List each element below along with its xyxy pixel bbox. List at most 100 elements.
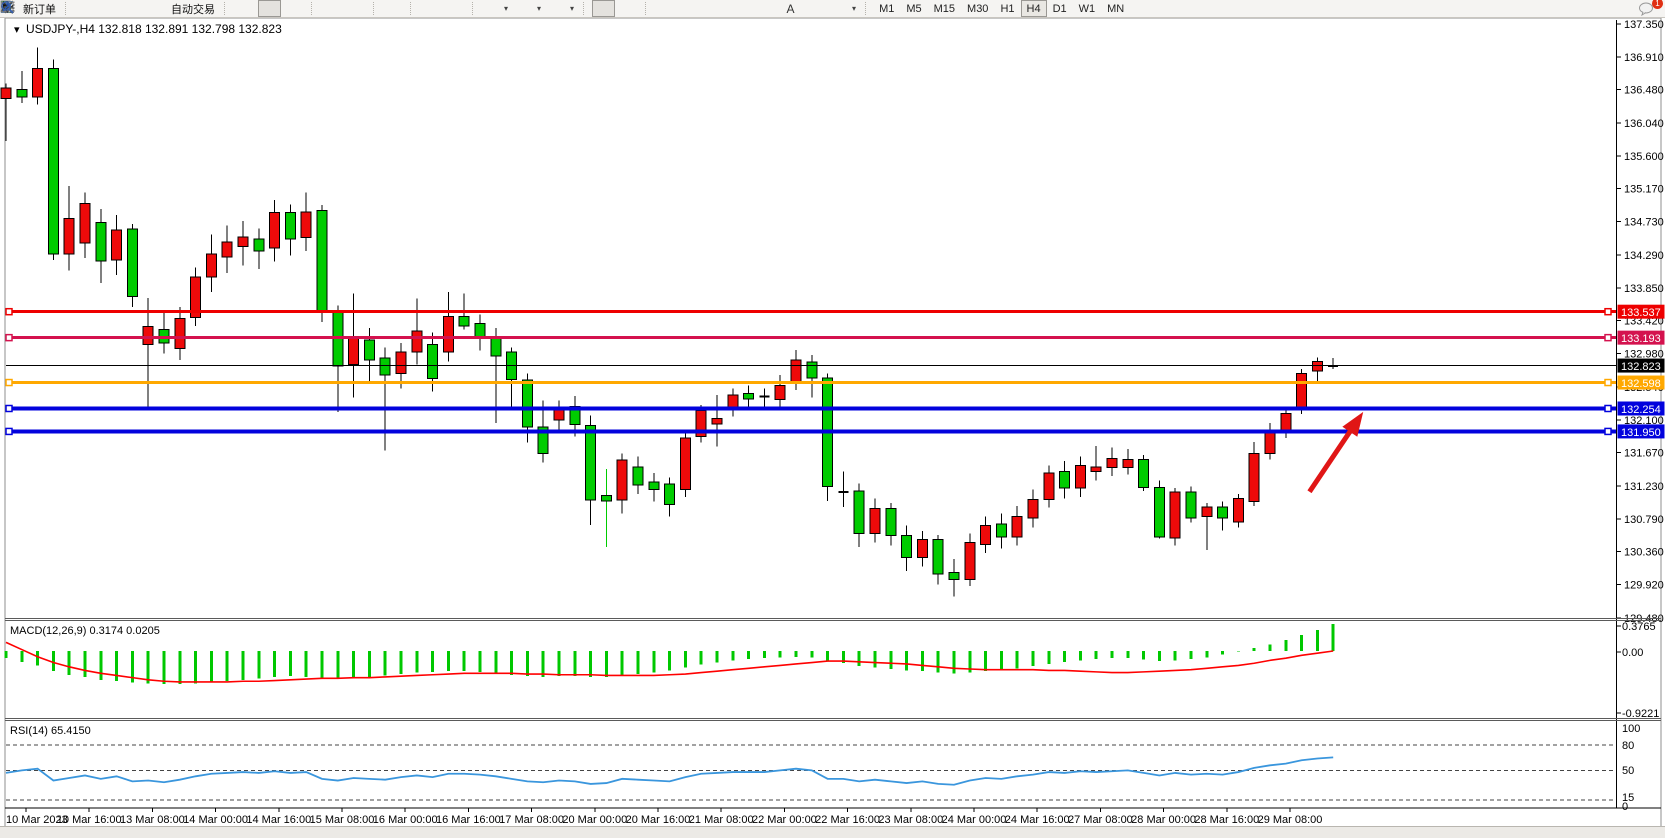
price-tick: 134.290 (1624, 250, 1664, 262)
text-label-button[interactable]: T (0, 0, 827, 17)
text-button[interactable]: A (779, 0, 802, 17)
indicators-button[interactable]: ▾ (0, 0, 512, 17)
timeframe-button-M5[interactable]: M5 (906, 2, 922, 15)
price-tick: 136.910 (1624, 52, 1664, 64)
signals-button[interactable] (1, 0, 147, 17)
price-tick: 131.670 (1624, 448, 1664, 460)
rsi-scale-label: 50 (1622, 765, 1634, 777)
data-window-button[interactable] (0, 0, 122, 17)
cursor-button[interactable] (3, 0, 616, 17)
toolbar-grip (472, 2, 476, 15)
hline-handle[interactable] (5, 333, 13, 342)
dropdown-caret-icon: ▾ (852, 4, 857, 13)
hline-handle[interactable] (5, 378, 13, 387)
templates-icon (0, 1, 566, 16)
macd-panel[interactable]: MACD(12,26,9) 0.3174 0.0205 (4, 623, 1335, 685)
timeframe-button-MN[interactable]: MN (1107, 2, 1125, 15)
fibonacci-icon: F (1, 1, 773, 16)
auto-scroll-button[interactable] (1, 0, 442, 17)
time-tick-label: 27 Mar 08:00 (1068, 814, 1133, 826)
rsi-label: RSI(14) 65.4150 (10, 725, 91, 737)
hline-handle[interactable] (1604, 427, 1612, 436)
price-tick: 130.360 (1624, 546, 1664, 558)
notifications-button[interactable]: 1 (1637, 0, 1663, 17)
market-watch-button[interactable] (1, 0, 97, 17)
price-tick: 135.170 (1624, 183, 1664, 195)
timeframe-button-M1[interactable]: M1 (879, 2, 895, 15)
chart-bars-button[interactable] (1, 0, 256, 17)
status-bar (0, 826, 1665, 838)
equidistant-channel-button[interactable]: E (0, 0, 752, 17)
toolbar-grip (410, 2, 414, 15)
candlestick-series (0, 47, 1339, 597)
dropdown-caret-icon: ▾ (537, 4, 542, 13)
hline-handle[interactable] (1604, 307, 1612, 316)
price-badge-label: 133.193 (1621, 333, 1661, 345)
time-tick-label: 22 Mar 16:00 (815, 814, 880, 826)
price-axis[interactable]: 137.350 136.910 136.480 136.040 135.600 135.1… (1616, 19, 1665, 813)
autotrading-icon (0, 1, 168, 16)
time-tick-label: 21 Mar 08:00 (689, 814, 754, 826)
chart-shift-button[interactable] (1, 0, 467, 17)
time-tick-label: 24 Mar 00:00 (942, 814, 1007, 826)
autotrading-button[interactable]: 自动交易 (0, 0, 219, 17)
hline-handle[interactable] (5, 427, 13, 436)
rsi-panel[interactable]: RSI(14) 65.4150 (5, 725, 1616, 801)
toolbar-grip (373, 2, 377, 15)
horizontal-line-button[interactable] (1, 0, 702, 17)
price-tick: 132.980 (1624, 349, 1664, 361)
cursor-icon (3, 1, 611, 16)
vertical-line-button[interactable] (6, 0, 677, 17)
time-tick-label: 23 Mar 08:00 (878, 814, 943, 826)
timeframe-button-M30[interactable]: M30 (967, 2, 989, 15)
hline-handle[interactable] (5, 307, 13, 316)
equidistant-channel-icon: E (0, 1, 748, 16)
chart-title-marker: ▾ (14, 24, 20, 36)
zoom-in-button[interactable] (1, 0, 343, 17)
timeframe-button-H1[interactable]: H1 (1000, 2, 1015, 15)
price-badge-label: 131.950 (1621, 427, 1661, 439)
macd-scale-label: -0.9221 (1622, 708, 1659, 720)
macd-scale-label: 0.00 (1622, 647, 1643, 659)
fibonacci-button[interactable]: F (1, 0, 777, 17)
search-button[interactable] (1, 0, 1635, 17)
periods-button[interactable]: ▾ (1, 0, 545, 17)
hline-handle[interactable] (1604, 378, 1612, 387)
time-tick-label: 16 Mar 00:00 (373, 814, 438, 826)
time-tick-label: 17 Mar 08:00 (499, 814, 564, 826)
timeframe-button-M15[interactable]: M15 (933, 2, 956, 15)
timeframe-button-D1[interactable]: D1 (1052, 2, 1067, 15)
zoom-out-button[interactable] (1, 0, 368, 17)
toolbar-grip (865, 2, 869, 15)
rsi-scale-label: 15 (1622, 792, 1634, 804)
crosshair-button[interactable] (1, 0, 640, 17)
trend-arrow[interactable] (1307, 423, 1357, 494)
templates-button[interactable]: ▾ (0, 0, 578, 17)
tile-windows-button[interactable] (1, 0, 405, 17)
chart-line-button[interactable] (0, 0, 306, 17)
time-tick-label: 10 Mar 16:00 (57, 814, 122, 826)
hline-handle[interactable] (1604, 404, 1612, 413)
trendline-button[interactable] (1, 0, 727, 17)
toolbar-grip (224, 2, 228, 15)
arrows-button[interactable]: ▾ (2, 0, 860, 17)
new-order-label: 新订单 (23, 3, 56, 16)
candlestick-chart-icon (1, 1, 277, 16)
chart-title: USDJPY-,H4 132.818 132.891 132.798 132.8… (26, 22, 282, 36)
signals-icon (1, 1, 143, 16)
price-tick: 133.850 (1624, 283, 1664, 295)
timeframe-button-H4[interactable]: H4 (1020, 0, 1047, 17)
toolbar-grip (65, 2, 69, 15)
timeframe-button-W1[interactable]: W1 (1078, 2, 1096, 15)
chart-candles-button[interactable] (1, 0, 281, 17)
indicators-icon (0, 1, 500, 16)
price-badge (1617, 424, 1665, 439)
main-price-panel[interactable]: ▾ USDJPY-,H4 132.818 132.891 132.798 132.… (0, 22, 1616, 597)
hline-handle[interactable] (5, 404, 13, 413)
text-label-icon: T (0, 1, 823, 16)
notification-badge: 1 (1652, 0, 1663, 9)
hline-handle[interactable] (1604, 333, 1612, 342)
crosshair-icon (1, 1, 636, 16)
